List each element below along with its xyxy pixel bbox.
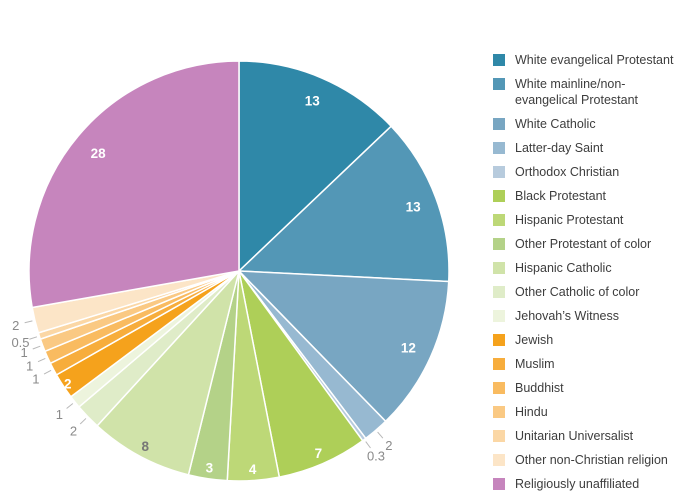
legend-item-orthodox-christian[interactable]: Orthodox Christian [493, 164, 688, 180]
legend-swatch [493, 118, 505, 130]
legend-swatch [493, 190, 505, 202]
legend: White evangelical Protestant White mainli… [493, 52, 688, 500]
legend-label: Other Protestant of color [515, 237, 652, 251]
slice-value-label-religiously-unaffiliated: 28 [91, 146, 107, 161]
legend-swatch [493, 78, 505, 90]
slice-value-label-black-protestant: 7 [315, 446, 323, 461]
legend-swatch [493, 286, 505, 298]
legend-label: Jewish [515, 333, 554, 347]
label-leader-line [37, 357, 46, 363]
pie-slice-hispanic-catholic[interactable] [96, 270, 240, 476]
legend-item-jehovah-s-witness[interactable]: Jehovah’s Witness [493, 308, 688, 324]
legend-item-muslim[interactable]: Muslim [493, 356, 688, 372]
legend-swatch [493, 478, 505, 490]
slice-value-label-orthodox-christian: 0.3 [367, 448, 385, 463]
legend-item-unitarian-universalist[interactable]: Unitarian Universalist [493, 428, 688, 444]
slice-value-label-hispanic-catholic: 8 [141, 439, 149, 454]
label-leader-line [24, 320, 33, 324]
legend-item-latter-day-saint[interactable]: Latter-day Saint [493, 140, 688, 156]
legend-label: Hindu [515, 405, 548, 419]
legend-swatch [493, 358, 505, 370]
slice-value-label-unitarian-universalist: 0.5 [11, 335, 29, 350]
legend-item-jewish[interactable]: Jewish [493, 332, 688, 348]
legend-label: Other Catholic of color [515, 285, 640, 299]
legend-label: Muslim [515, 357, 555, 371]
slice-value-label-other-protestant-of-color: 3 [206, 460, 214, 475]
slice-value-label-hindu: 1 [20, 345, 27, 360]
pie-slice-religiously-unaffiliated[interactable] [28, 60, 240, 309]
label-leader-line [32, 345, 41, 350]
label-leader-line [43, 369, 52, 375]
legend-swatch [493, 142, 505, 154]
legend-swatch [493, 382, 505, 394]
legend-label: Jehovah’s Witness [515, 309, 619, 323]
legend-item-other-non-christian-religion[interactable]: Other non-Christian religion [493, 452, 688, 468]
slice-value-label-jehovah-s-witness: 1 [56, 407, 63, 422]
legend-item-other-protestant-of-color[interactable]: Other Protestant of color [493, 236, 688, 252]
legend-swatch [493, 262, 505, 274]
legend-swatch [493, 214, 505, 226]
slice-value-label-white-evangelical-protestant: 13 [305, 93, 321, 108]
legend-label: Unitarian Universalist [515, 429, 634, 443]
pie-slice-white-evangelical-protestant[interactable] [238, 60, 392, 272]
legend-label: Latter-day Saint [515, 141, 604, 155]
legend-label: Hispanic Catholic [515, 261, 612, 275]
label-leader-line [66, 403, 74, 409]
legend-swatch [493, 406, 505, 418]
label-leader-line [79, 418, 87, 425]
legend-label: Black Protestant [515, 189, 607, 203]
legend-swatch [493, 54, 505, 66]
legend-item-white-mainline-non-evangelical-protestant[interactable]: White mainline/non-evangelical Protestan… [493, 76, 688, 108]
pie-slice-white-mainline-non-evangelical-protestant[interactable] [238, 125, 450, 283]
pie-slice-white-catholic[interactable] [238, 270, 450, 423]
legend-label: Orthodox Christian [515, 165, 620, 179]
legend-label: Other non-Christian religion [515, 453, 668, 467]
label-leader-line [365, 441, 371, 449]
legend-item-buddhist[interactable]: Buddhist [493, 380, 688, 396]
legend-swatch [493, 166, 505, 178]
slice-value-label-jewish: 2 [64, 376, 72, 391]
label-leader-line [377, 431, 384, 439]
legend-item-hispanic-protestant[interactable]: Hispanic Protestant [493, 212, 688, 228]
legend-label: Buddhist [515, 381, 564, 395]
slice-value-label-hispanic-protestant: 4 [249, 462, 257, 477]
legend-label: White mainline/non-evangelical Protestan… [515, 77, 638, 107]
legend-label: White evangelical Protestant [515, 53, 674, 67]
slice-value-label-buddhist: 1 [26, 358, 33, 373]
legend-label: Religiously unaffiliated [515, 477, 640, 491]
legend-swatch [493, 310, 505, 322]
slice-value-label-white-catholic: 12 [401, 341, 416, 356]
legend-label: Hispanic Protestant [515, 213, 624, 227]
legend-item-hispanic-catholic[interactable]: Hispanic Catholic [493, 260, 688, 276]
legend-item-hindu[interactable]: Hindu [493, 404, 688, 420]
slice-value-label-other-non-christian-religion: 2 [12, 318, 19, 333]
legend-item-white-catholic[interactable]: White Catholic [493, 116, 688, 132]
legend-swatch [493, 430, 505, 442]
legend-swatch [493, 454, 505, 466]
legend-item-other-catholic-of-color[interactable]: Other Catholic of color [493, 284, 688, 300]
legend-item-white-evangelical-protestant[interactable]: White evangelical Protestant [493, 52, 688, 68]
slice-value-label-other-catholic-of-color: 2 [70, 423, 77, 438]
legend-item-religiously-unaffiliated[interactable]: Religiously unaffiliated [493, 476, 688, 492]
legend-swatch [493, 238, 505, 250]
legend-label: White Catholic [515, 117, 596, 131]
slice-value-label-latter-day-saint: 2 [385, 438, 392, 453]
slice-value-label-muslim: 1 [32, 371, 39, 386]
slice-value-label-white-mainline-non-evangelical-protestant: 13 [406, 199, 422, 214]
legend-swatch [493, 334, 505, 346]
label-leader-line [29, 336, 38, 340]
legend-item-black-protestant[interactable]: Black Protestant [493, 188, 688, 204]
